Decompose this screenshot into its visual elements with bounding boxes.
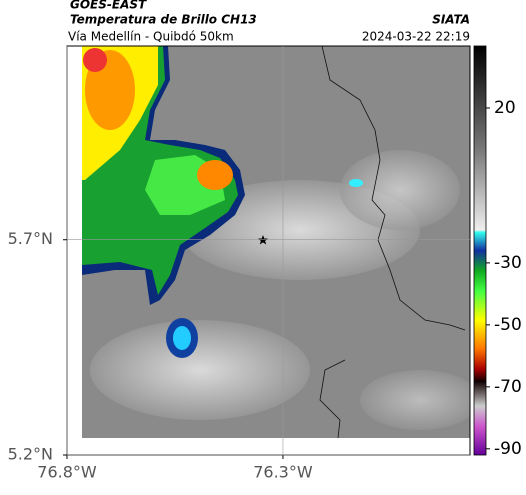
colorbar [473, 45, 487, 456]
agency: SIATA [432, 13, 470, 27]
colorbar-tick-label: -90 [494, 439, 522, 459]
y-tick-label: 5.7°N [8, 229, 53, 248]
colorbar-tick-label: -30 [494, 253, 522, 273]
x-tick-label: 76.3°W [253, 463, 313, 482]
subtitle: Vía Medellín - Quibdó 50km [68, 30, 234, 44]
colorbar-tick-label: -50 [494, 315, 522, 335]
y-tick-label: 5.2°N [8, 445, 53, 464]
imagery [82, 46, 470, 438]
source: GOES-EAST [70, 0, 147, 12]
timestamp: 2024-03-22 22:19 [362, 30, 470, 44]
colorbar-tick-label: -70 [494, 377, 522, 397]
title: Temperatura de Brillo CH13 [70, 13, 257, 27]
x-tick-label: 76.8°W [37, 463, 97, 482]
colorbar-tick-label: 20 [494, 98, 516, 118]
